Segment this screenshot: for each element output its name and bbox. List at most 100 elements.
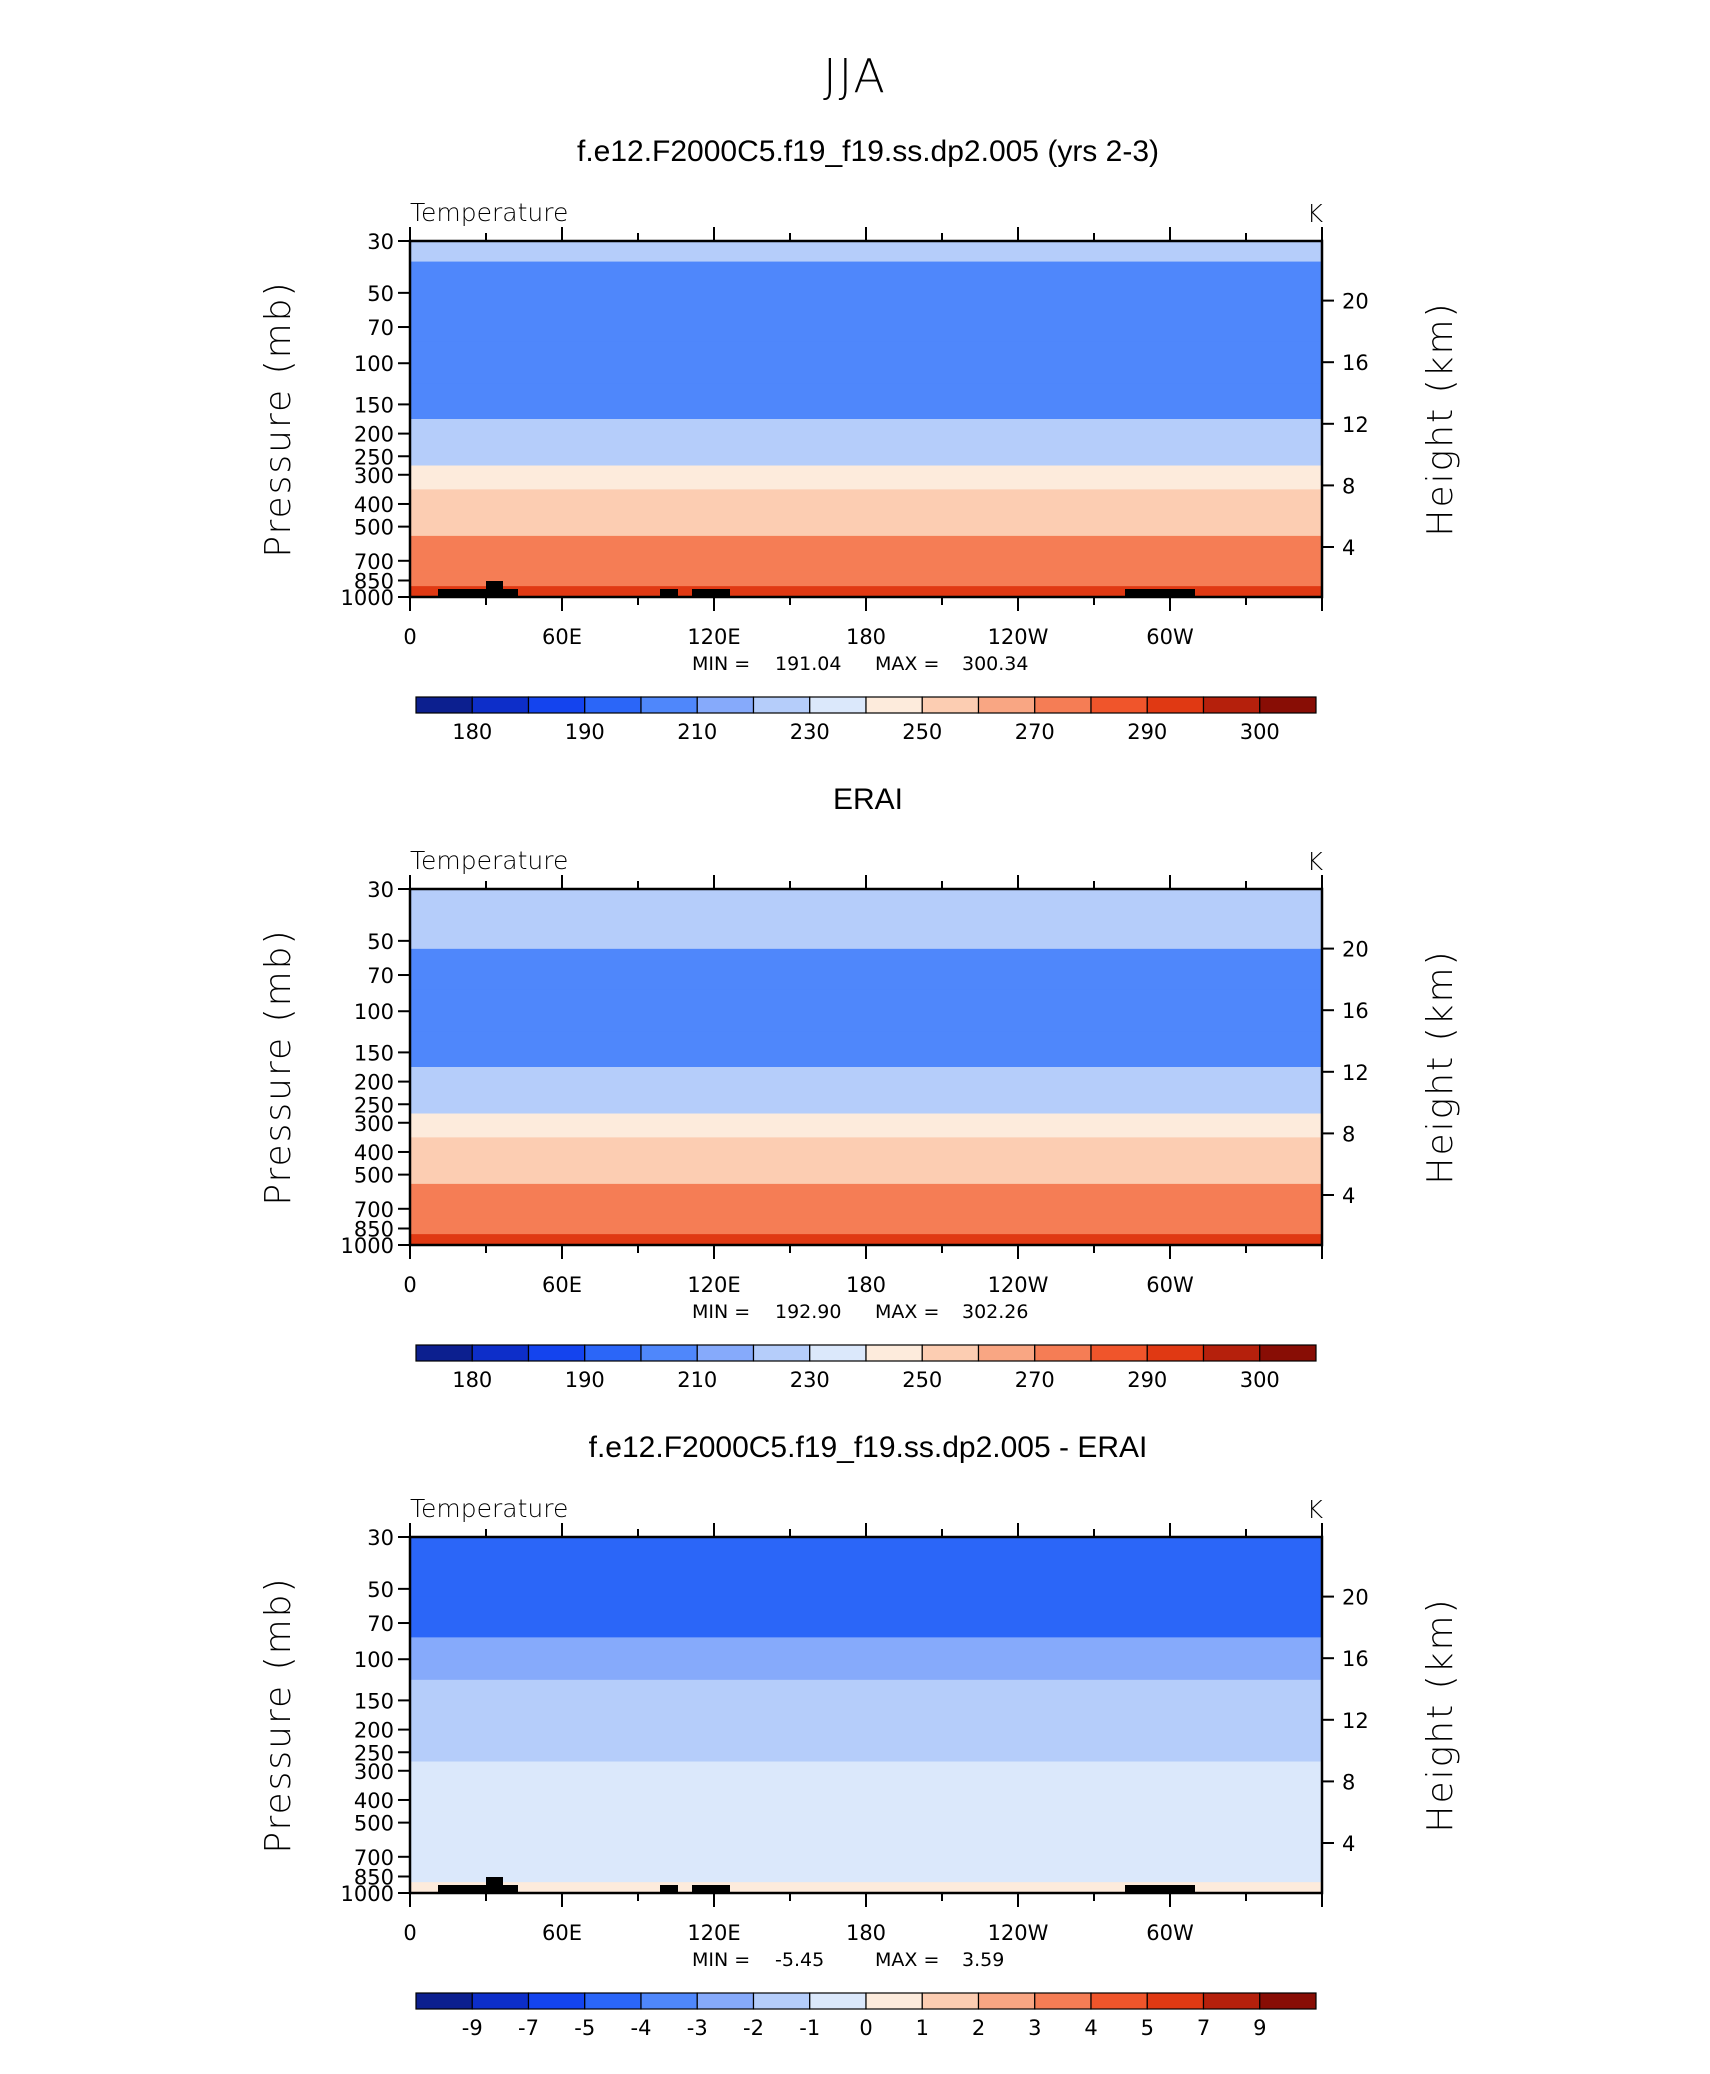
heatmap-band	[410, 1067, 1322, 1094]
colorbar-box	[921, 1992, 980, 2010]
colorbar-box	[809, 1344, 867, 1362]
colorbar-label: 0	[859, 2016, 872, 2040]
colorbar-box	[527, 1344, 586, 1362]
chart-panel-3: f.e12.F2000C5.f19_f19.ss.dp2.005 - ERAI T…	[258, 1431, 1461, 2040]
colorbar-box	[921, 1344, 980, 1362]
heatmap-band	[410, 1557, 1322, 1598]
colorbar-label: 4	[1084, 2016, 1097, 2040]
min-label: MIN =	[692, 653, 750, 675]
max-label: MAX =	[875, 1301, 939, 1323]
colorbar-box	[1146, 1344, 1205, 1362]
colorbar-box	[1090, 1344, 1148, 1362]
colorbar-box	[471, 1992, 530, 2010]
y-tick-label: 200	[354, 423, 394, 447]
chart-panel-2: ERAI Temperature K 0 60E 120E 180 120W 60W 30 50 70…	[258, 783, 1461, 1392]
colorbar-box	[1034, 1992, 1092, 2010]
heatmap-band	[410, 300, 1322, 342]
colorbar-box	[471, 1344, 530, 1362]
topography-block	[503, 589, 518, 597]
y-axis-title: Pressure (mb)	[258, 280, 299, 557]
colorbar-box	[1146, 1992, 1205, 2010]
colorbar-box	[1202, 1992, 1261, 2010]
colorbar-label: 210	[677, 720, 717, 744]
heatmap-band	[410, 1761, 1322, 1786]
y2-tick-label: 20	[1342, 938, 1369, 962]
y2-axis-title: Height (km)	[1420, 949, 1461, 1184]
colorbar-box	[977, 1992, 1036, 2010]
x-tick-label: 60E	[542, 625, 582, 649]
topography-block	[692, 1885, 730, 1893]
colorbar-box	[1090, 1992, 1148, 2010]
colorbar-label: 300	[1240, 720, 1280, 744]
min-value: 192.90	[775, 1301, 841, 1323]
heatmap-band	[410, 1137, 1322, 1164]
chart-panel-1: f.e12.F2000C5.f19_f19.ss.dp2.005 (yrs 2-…	[258, 135, 1461, 744]
heatmap-band	[410, 586, 1322, 597]
y-tick-label: 500	[354, 1164, 394, 1188]
heatmap-band	[410, 341, 1322, 385]
topography-block	[503, 1885, 518, 1893]
x-tick-label: 60W	[1146, 625, 1194, 649]
colorbar-box	[865, 1344, 923, 1362]
y-tick-label: 850	[354, 570, 394, 594]
heatmap-band	[410, 489, 1322, 516]
heatmap-band	[410, 444, 1322, 467]
colorbar-label: -5	[574, 2016, 595, 2040]
panel-title: ERAI	[833, 783, 903, 816]
heatmap-band	[410, 1811, 1322, 1833]
heatmap-band	[410, 465, 1322, 490]
heatmap-band	[410, 515, 1322, 537]
heatmap-band	[410, 948, 1322, 990]
y2-axis-title: Height (km)	[1420, 1597, 1461, 1832]
colorbar-label: 300	[1240, 1368, 1280, 1392]
colorbar-label: 5	[1141, 2016, 1154, 2040]
max-value: 302.26	[962, 1301, 1028, 1323]
colorbar-box	[752, 1992, 811, 2010]
y-tick-label: 300	[354, 1112, 394, 1136]
heatmap-band	[410, 570, 1322, 587]
panels: f.e12.F2000C5.f19_f19.ss.dp2.005 (yrs 2-…	[258, 135, 1461, 2040]
y-tick-label: 70	[367, 316, 394, 340]
y-tick-label: 1000	[341, 1882, 394, 1906]
colorbar-label: 290	[1127, 1368, 1167, 1392]
y-tick-label: 150	[354, 1041, 394, 1065]
colorbar-box	[584, 1992, 642, 2010]
y-tick-label: 300	[354, 1760, 394, 1784]
heatmap-band	[410, 1637, 1322, 1681]
x-tick-label: 180	[846, 625, 886, 649]
x-tick-label: 0	[403, 1273, 416, 1297]
y-tick-label: 850	[354, 1218, 394, 1242]
heatmap-band	[410, 1113, 1322, 1138]
colorbar-box	[752, 1344, 811, 1362]
y-tick-label: 850	[354, 1866, 394, 1890]
x-tick-label: 60E	[542, 1921, 582, 1945]
y-tick-label: 50	[367, 1578, 394, 1602]
heatmap-band	[410, 909, 1322, 950]
colorbar-label: -9	[462, 2016, 483, 2040]
colorbar-box	[527, 1992, 586, 2010]
colorbar-box	[1034, 1344, 1092, 1362]
heatmap-band	[410, 1831, 1322, 1850]
heatmap-band	[410, 1679, 1322, 1716]
min-label: MIN =	[692, 1949, 750, 1971]
y2-tick-label: 16	[1342, 999, 1369, 1023]
colorbar-box	[696, 1344, 755, 1362]
colorbar-box	[865, 696, 923, 714]
heatmap-bands	[410, 1537, 1322, 1893]
colorbar-box	[1202, 1344, 1261, 1362]
variable-label: Temperature	[410, 198, 568, 227]
x-tick-label: 120E	[687, 625, 740, 649]
colorbar-box	[1259, 1344, 1317, 1362]
colorbar-box	[696, 1992, 755, 2010]
colorbar-label: 210	[677, 1368, 717, 1392]
colorbar-box	[1090, 696, 1148, 714]
heatmap-band	[410, 1537, 1322, 1559]
colorbar-box	[527, 696, 586, 714]
colorbar-box	[809, 696, 867, 714]
y-tick-label: 150	[354, 1689, 394, 1713]
y-tick-label: 400	[354, 1141, 394, 1165]
heatmap-band	[410, 1715, 1322, 1742]
y-tick-label: 100	[354, 1000, 394, 1024]
topography-block	[1125, 589, 1195, 597]
variable-label: Temperature	[410, 1494, 568, 1523]
